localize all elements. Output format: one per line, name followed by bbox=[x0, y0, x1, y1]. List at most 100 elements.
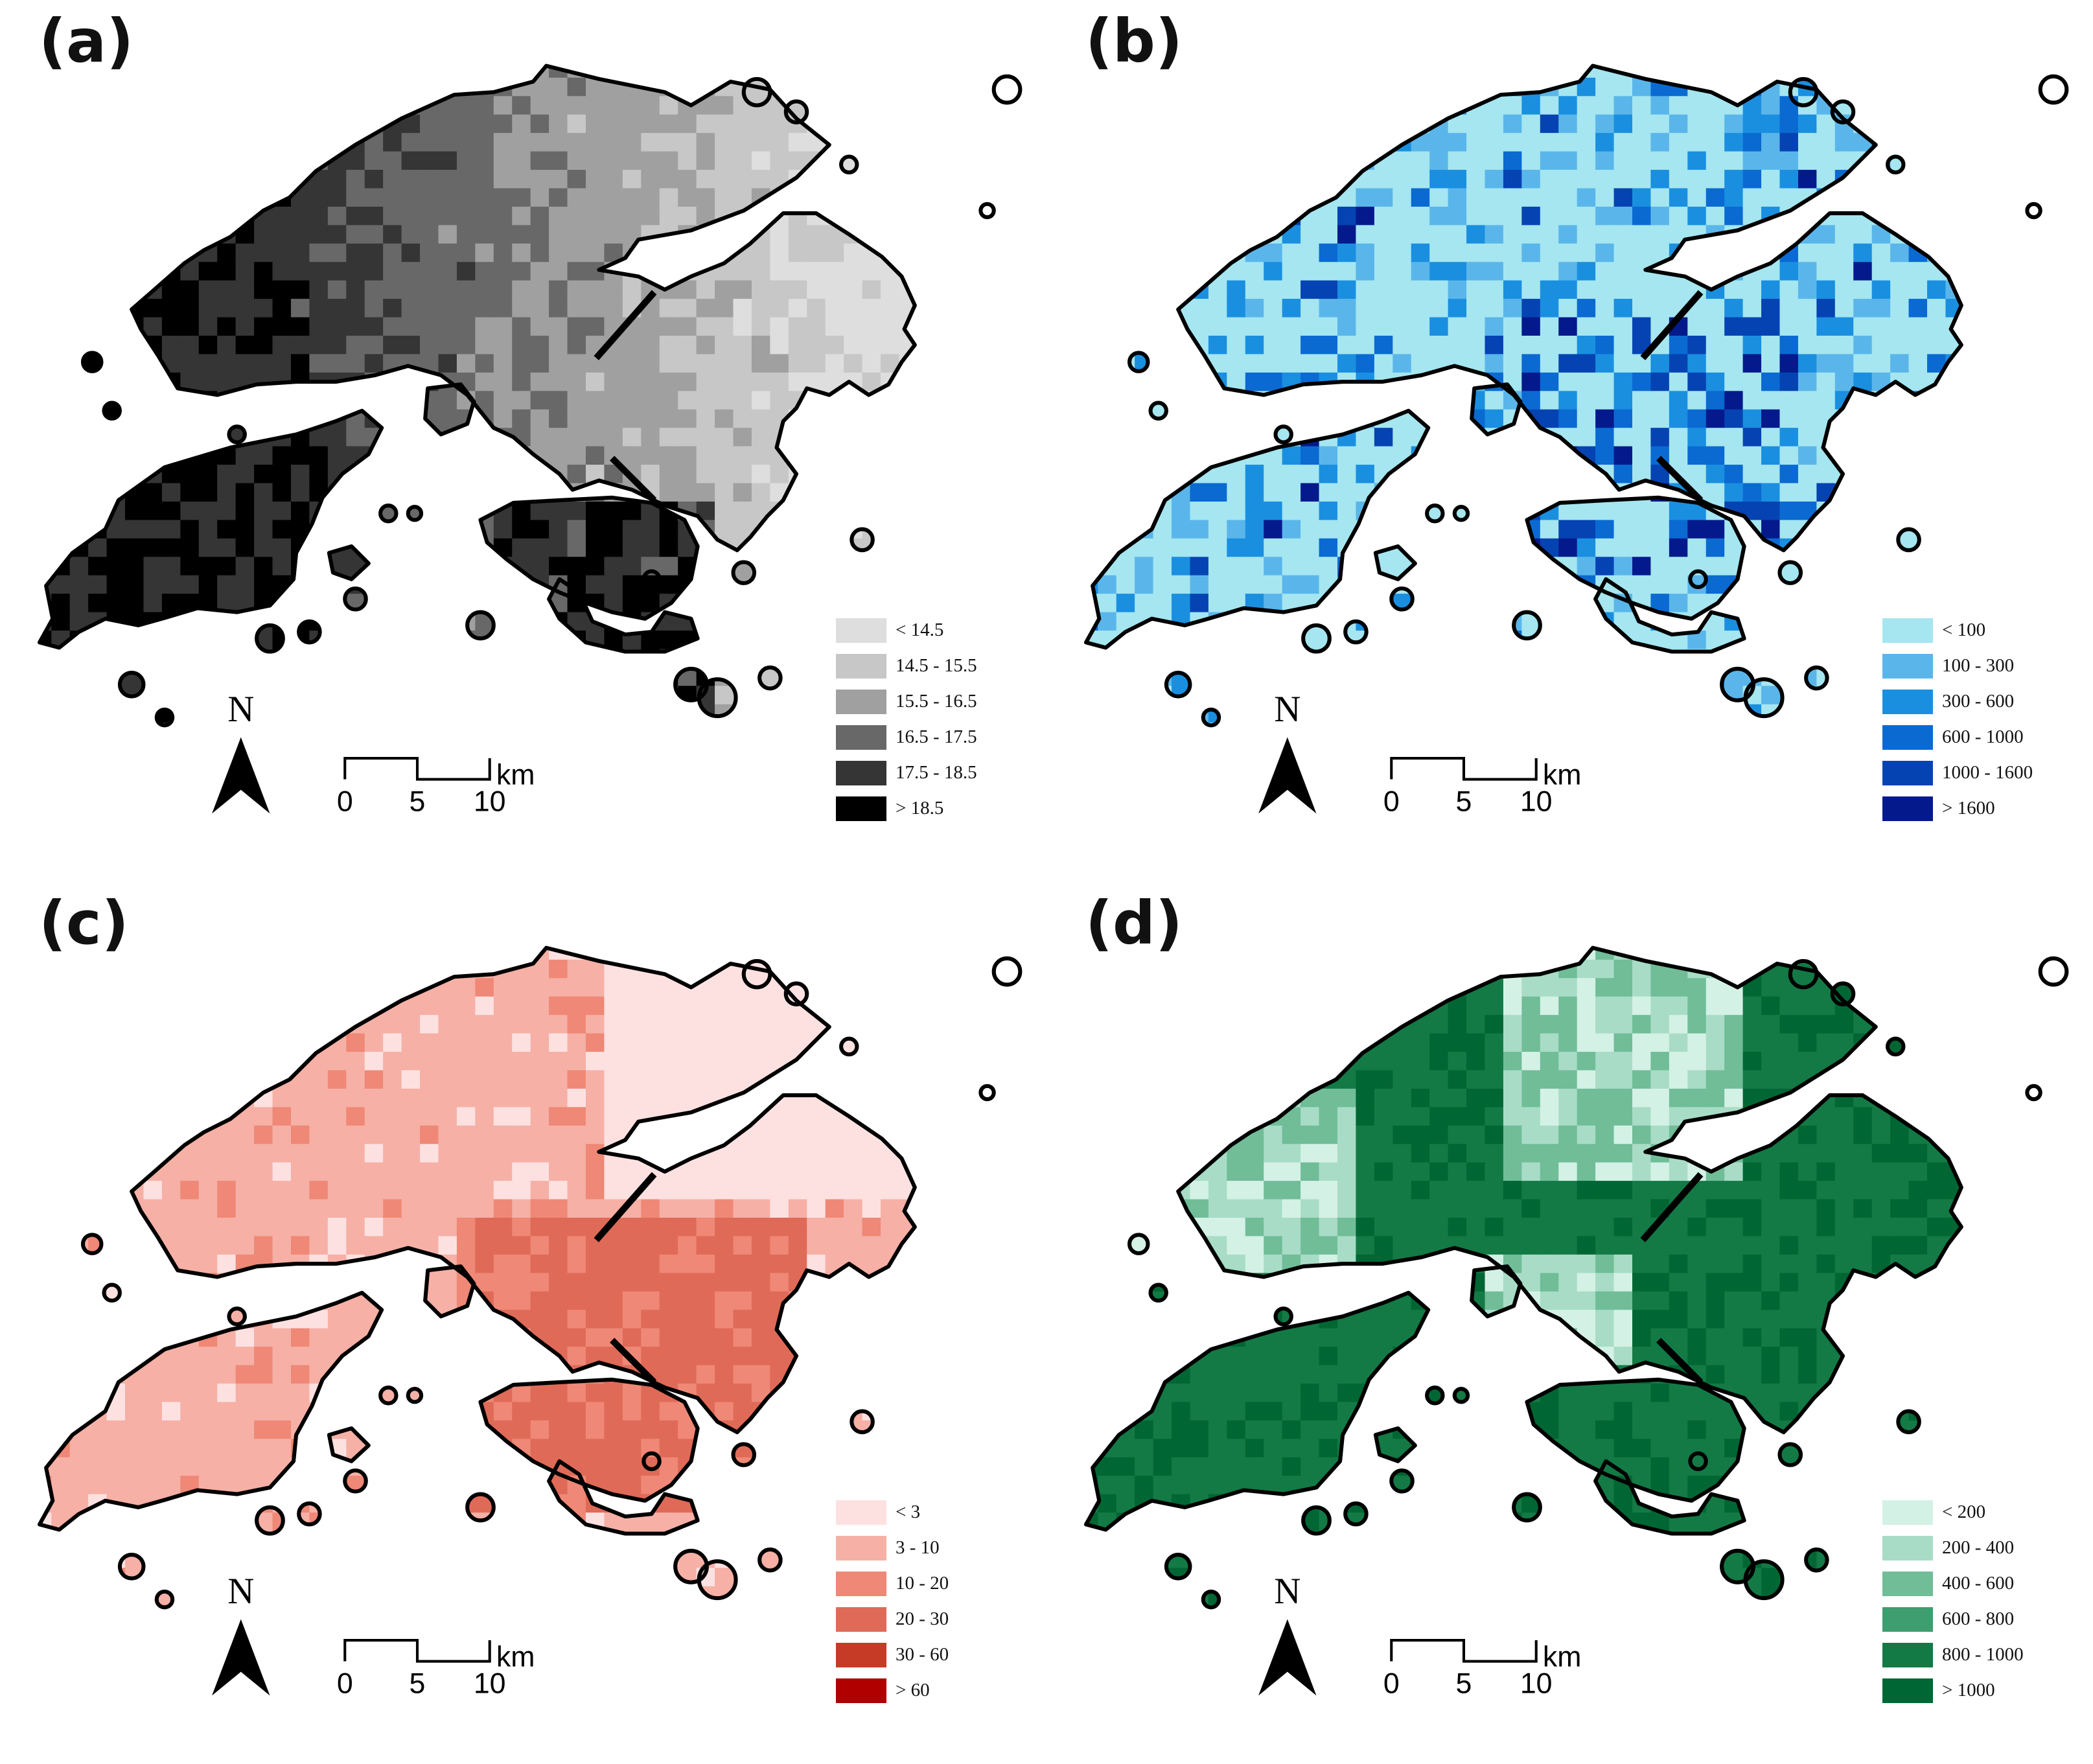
raster-cell bbox=[1190, 317, 1209, 337]
raster-cell bbox=[1927, 280, 1947, 300]
raster-cell bbox=[401, 594, 421, 613]
raster-cell bbox=[493, 114, 513, 134]
raster-cell bbox=[1871, 538, 1891, 558]
raster-cell bbox=[401, 65, 421, 78]
raster-cell bbox=[327, 428, 347, 447]
raster-cell bbox=[493, 1531, 513, 1550]
raster-cell bbox=[549, 243, 568, 263]
raster-cell bbox=[1963, 538, 1983, 558]
raster-cell bbox=[1356, 594, 1375, 613]
raster-cell bbox=[1393, 188, 1412, 207]
raster-cell bbox=[1466, 262, 1486, 281]
raster-cell bbox=[1116, 594, 1136, 613]
raster-cell bbox=[1558, 465, 1578, 484]
raster-cell bbox=[69, 1162, 89, 1182]
raster-cell bbox=[1650, 538, 1670, 558]
raster-cell bbox=[1890, 483, 1910, 502]
raster-cell bbox=[1577, 538, 1597, 558]
raster-cell bbox=[1742, 372, 1763, 392]
raster-cell bbox=[807, 243, 826, 263]
raster-cell bbox=[825, 557, 845, 576]
raster-cell bbox=[125, 1088, 145, 1108]
raster-cell bbox=[161, 1181, 181, 1200]
raster-cell bbox=[254, 723, 273, 726]
raster-cell bbox=[1687, 317, 1707, 337]
raster-cell bbox=[549, 557, 568, 576]
raster-cell bbox=[143, 557, 163, 576]
raster-cell bbox=[659, 723, 679, 726]
raster-cell bbox=[1632, 501, 1652, 521]
raster-cell bbox=[327, 391, 347, 410]
raster-cell bbox=[567, 704, 587, 724]
raster-cell bbox=[585, 704, 605, 724]
raster-cell bbox=[143, 947, 163, 960]
raster-cell bbox=[1374, 317, 1394, 337]
raster-cell bbox=[1816, 354, 1836, 373]
raster-cell bbox=[51, 1531, 71, 1550]
raster-cell bbox=[1356, 206, 1375, 226]
raster-cell bbox=[198, 299, 218, 318]
raster-cell bbox=[788, 575, 808, 595]
raster-cell bbox=[1466, 704, 1486, 724]
raster-cell bbox=[106, 1420, 126, 1440]
raster-cell bbox=[1337, 206, 1357, 226]
raster-cell bbox=[39, 538, 52, 558]
raster-cell bbox=[751, 335, 771, 355]
raster-cell bbox=[881, 557, 900, 576]
raster-cell bbox=[493, 299, 513, 318]
raster-cell bbox=[1116, 299, 1136, 318]
raster-cell bbox=[1374, 243, 1394, 263]
raster-cell bbox=[1908, 206, 1928, 226]
raster-cell bbox=[1085, 446, 1099, 466]
raster-cell bbox=[1411, 170, 1431, 189]
raster-cell bbox=[1356, 538, 1375, 558]
raster-cell bbox=[69, 1181, 89, 1200]
raster-cell bbox=[1429, 188, 1449, 207]
raster-cell bbox=[217, 188, 237, 207]
raster-cell bbox=[1085, 262, 1099, 281]
raster-cell bbox=[456, 1457, 476, 1477]
raster-cell bbox=[125, 1254, 145, 1274]
raster-cell bbox=[1779, 409, 1799, 429]
raster-cell bbox=[1356, 317, 1375, 337]
raster-cell bbox=[456, 354, 476, 373]
legend-label: 100 - 300 bbox=[1942, 655, 2015, 676]
raster-cell bbox=[327, 96, 347, 115]
raster-cell bbox=[235, 391, 255, 410]
raster-cell bbox=[549, 262, 568, 281]
raster-cell bbox=[235, 575, 255, 595]
raster-cell bbox=[438, 1199, 457, 1219]
legend-label: > 18.5 bbox=[896, 798, 944, 818]
raster-cell bbox=[1963, 151, 1983, 171]
raster-cell bbox=[844, 446, 863, 466]
raster-cell bbox=[1890, 465, 1910, 484]
raster-cell bbox=[383, 1125, 402, 1145]
raster-cell bbox=[1595, 96, 1615, 115]
raster-cell bbox=[1172, 723, 1191, 726]
raster-cell bbox=[549, 1549, 568, 1569]
raster-cell bbox=[475, 1236, 494, 1255]
raster-cell bbox=[1834, 520, 1855, 539]
raster-cell bbox=[585, 501, 605, 521]
raster-cell bbox=[1116, 501, 1136, 521]
raster-cell bbox=[881, 409, 900, 429]
raster-cell bbox=[1153, 225, 1173, 244]
raster-cell bbox=[161, 1365, 181, 1384]
raster-cell bbox=[678, 594, 697, 613]
raster-cell bbox=[1890, 299, 1910, 318]
raster-cell bbox=[383, 428, 402, 447]
raster-cell bbox=[1558, 631, 1578, 650]
raster-cell bbox=[1466, 446, 1486, 466]
raster-cell bbox=[1853, 317, 1873, 337]
raster-cell bbox=[493, 483, 513, 502]
raster-cell bbox=[309, 299, 329, 318]
raster-cell bbox=[69, 446, 89, 466]
raster-cell bbox=[1135, 686, 1154, 705]
raster-cell bbox=[1337, 667, 1357, 687]
raster-cell bbox=[917, 151, 937, 171]
raster-cell bbox=[1485, 612, 1504, 632]
raster-cell bbox=[1466, 170, 1486, 189]
raster-cell bbox=[198, 170, 218, 189]
raster-cell bbox=[1816, 262, 1836, 281]
raster-cell bbox=[512, 1476, 531, 1495]
